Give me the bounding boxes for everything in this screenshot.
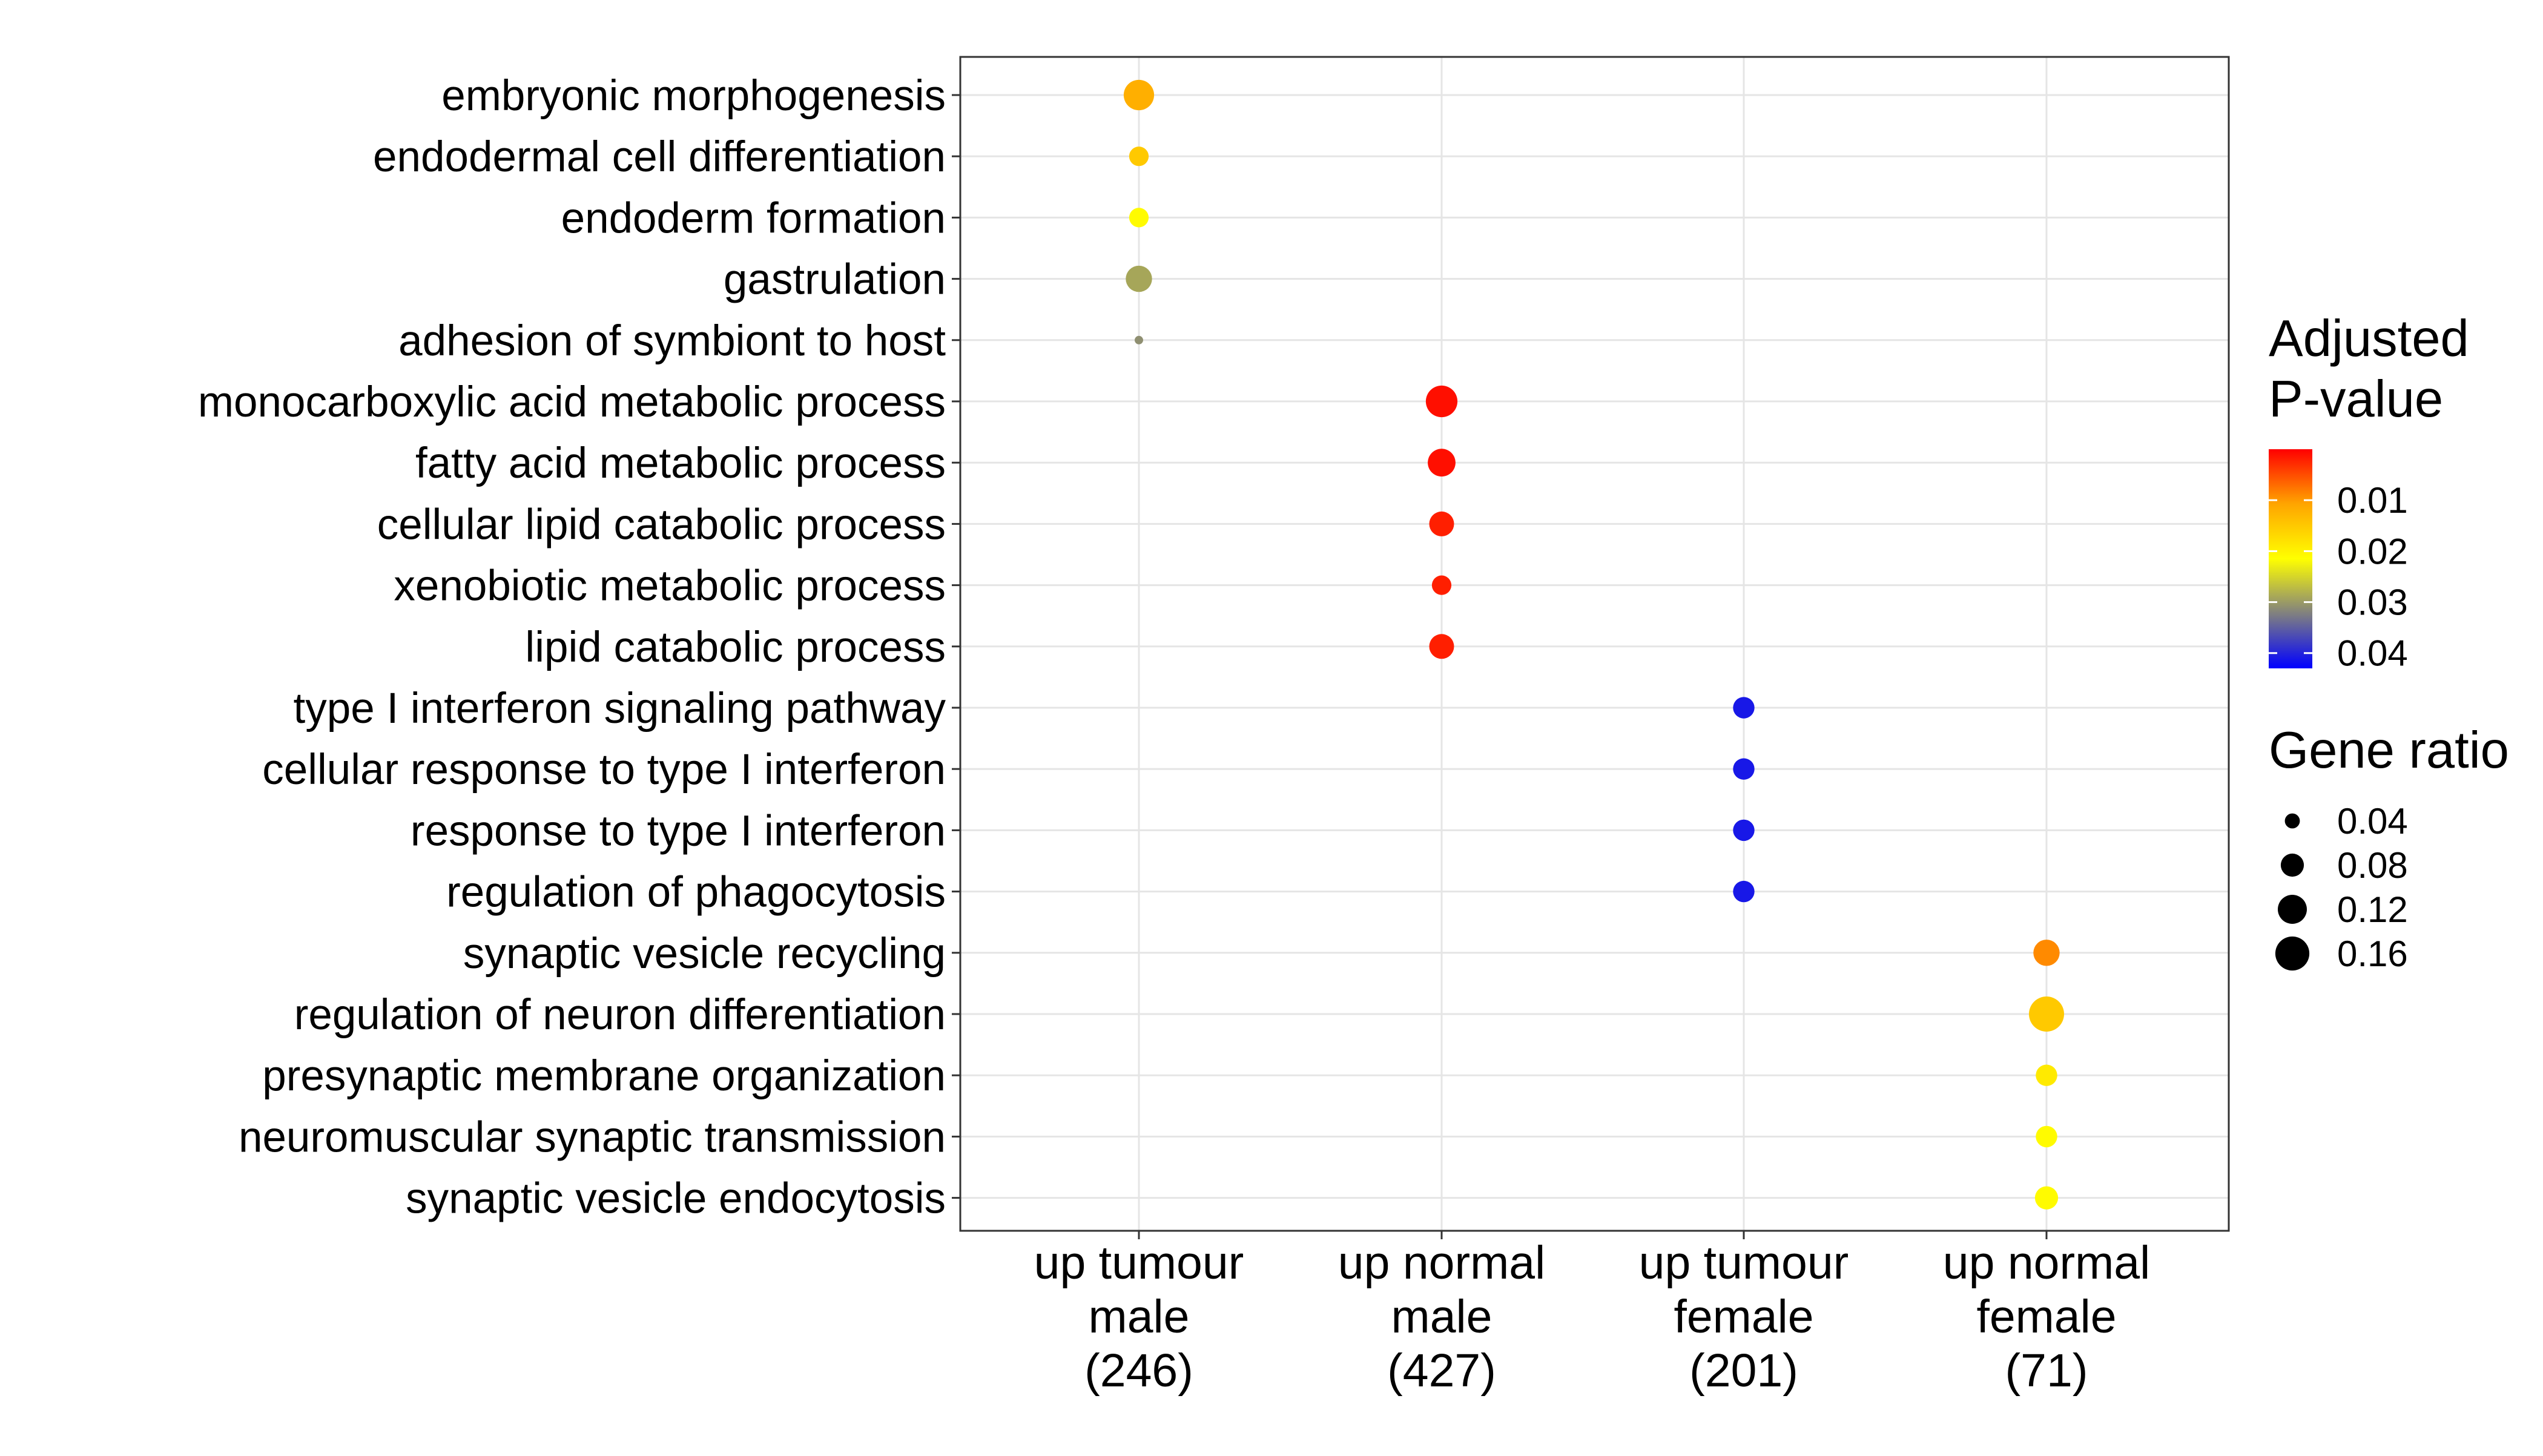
data-point <box>1126 265 1152 292</box>
x-tick-label: up normal <box>1943 1237 2150 1289</box>
color-legend-title: Adjusted <box>2269 310 2469 367</box>
size-legend: Gene ratio 0.040.080.120.16 <box>2269 722 2509 974</box>
y-tick-label: cellular response to type I interferon <box>262 746 946 794</box>
data-points <box>1123 79 2064 1210</box>
data-point <box>1429 634 1454 659</box>
x-tick-label: (427) <box>1387 1345 1496 1397</box>
size-legend-title: Gene ratio <box>2269 722 2509 779</box>
size-legend-dot <box>2280 853 2304 877</box>
data-point <box>1733 697 1755 719</box>
x-tick-label: (246) <box>1084 1345 1193 1397</box>
data-point <box>1429 511 1454 536</box>
y-tick-label: synaptic vesicle recycling <box>463 930 946 978</box>
data-point <box>1123 79 1155 111</box>
data-point <box>1129 147 1149 166</box>
x-tick-label: (71) <box>2005 1345 2088 1397</box>
x-tick-label: female <box>1976 1291 2116 1343</box>
data-point <box>2036 1125 2057 1148</box>
y-tick-label: embryonic morphogenesis <box>441 72 946 120</box>
data-point <box>1431 575 1452 595</box>
y-tick-label: xenobiotic metabolic process <box>394 562 946 610</box>
data-point <box>1135 335 1143 344</box>
x-tick-label: (201) <box>1689 1345 1798 1397</box>
x-tick-label: female <box>1674 1291 1813 1343</box>
x-tick-label: up normal <box>1338 1237 1545 1289</box>
x-tick-label: up tumour <box>1034 1237 1244 1289</box>
data-point <box>1428 449 1456 477</box>
color-legend-label: 0.02 <box>2337 531 2408 572</box>
y-tick-label: endoderm formation <box>561 194 946 242</box>
color-bar <box>2269 449 2312 668</box>
y-tick-label: fatty acid metabolic process <box>415 440 946 487</box>
color-legend-title: P-value <box>2269 371 2443 428</box>
data-point <box>2033 940 2060 966</box>
data-point <box>2034 1186 2059 1210</box>
y-tick-label: regulation of neuron differentiation <box>294 991 946 1039</box>
color-legend-label: 0.03 <box>2337 582 2408 623</box>
size-legend-label: 0.16 <box>2337 934 2408 974</box>
size-legend-dot <box>2284 813 2300 829</box>
data-point <box>2036 1064 2057 1086</box>
y-tick-label: adhesion of symbiont to host <box>398 317 946 365</box>
size-legend-label: 0.12 <box>2337 889 2408 930</box>
y-tick-label: neuromuscular synaptic transmission <box>239 1113 946 1161</box>
size-legend-label: 0.04 <box>2337 801 2408 842</box>
y-tick-label: presynaptic membrane organization <box>262 1052 946 1100</box>
grid-lines <box>960 57 2229 1231</box>
size-legend-dot <box>2278 895 2307 924</box>
data-point <box>1733 880 1755 903</box>
size-legend-label: 0.08 <box>2337 845 2408 886</box>
x-tick-label: male <box>1089 1291 1190 1343</box>
y-axis: embryonic morphogenesis endodermal cell d… <box>198 72 960 1223</box>
y-tick-label: gastrulation <box>724 256 946 304</box>
y-tick-label: endodermal cell differentiation <box>373 133 946 181</box>
y-tick-label: monocarboxylic acid metabolic process <box>198 378 946 426</box>
panel-background <box>960 57 2229 1231</box>
y-tick-label: cellular lipid catabolic process <box>377 501 946 548</box>
data-point <box>2029 996 2064 1032</box>
y-tick-label: response to type I interferon <box>411 807 946 855</box>
y-tick-label: type I interferon signaling pathway <box>294 685 946 733</box>
data-point <box>1129 208 1149 228</box>
data-point <box>1733 758 1755 780</box>
panel-border <box>959 56 2230 1232</box>
x-tick-label: up tumour <box>1639 1237 1849 1289</box>
y-tick-label: regulation of phagocytosis <box>446 869 946 917</box>
color-legend-label: 0.04 <box>2337 633 2408 674</box>
data-point <box>1733 819 1755 842</box>
x-tick-label: male <box>1391 1291 1492 1343</box>
data-point <box>1425 385 1458 418</box>
color-legend-label: 0.01 <box>2337 480 2408 521</box>
size-legend-dot <box>2275 936 2310 971</box>
y-tick-label: lipid catabolic process <box>525 624 946 671</box>
y-tick-label: synaptic vesicle endocytosis <box>406 1175 946 1223</box>
